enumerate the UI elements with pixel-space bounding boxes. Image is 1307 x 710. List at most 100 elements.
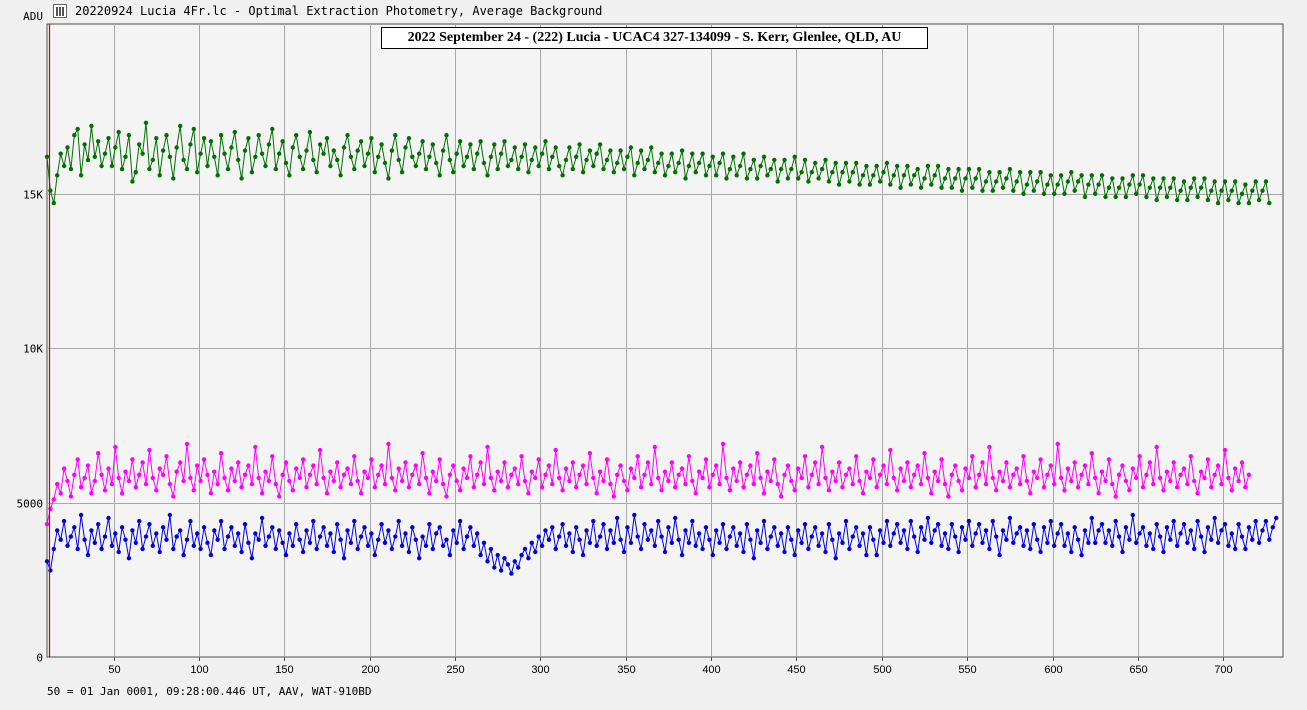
data-point — [888, 182, 893, 187]
data-point — [755, 528, 760, 533]
data-point — [283, 552, 289, 558]
data-point — [1024, 528, 1030, 533]
data-point — [516, 166, 521, 172]
x-tick-label: 50 — [108, 664, 120, 676]
data-point — [239, 485, 244, 490]
data-point — [734, 543, 739, 548]
data-point — [372, 485, 377, 490]
data-point — [826, 179, 832, 184]
data-point — [959, 525, 965, 530]
data-point — [546, 166, 552, 172]
data-point — [464, 154, 470, 159]
data-point — [1168, 185, 1173, 190]
data-point — [676, 160, 681, 166]
data-point — [625, 525, 630, 530]
data-point — [355, 478, 360, 484]
data-point — [679, 148, 685, 153]
data-point — [836, 531, 842, 536]
data-point — [768, 478, 773, 484]
data-point — [737, 531, 743, 536]
data-point — [567, 478, 572, 484]
data-point — [48, 188, 53, 193]
data-point — [1253, 518, 1258, 524]
data-point — [843, 472, 849, 477]
data-point — [1123, 194, 1129, 200]
data-point — [1048, 173, 1054, 178]
data-point — [908, 485, 913, 490]
data-point — [1093, 540, 1098, 545]
data-point — [980, 188, 985, 193]
data-point — [109, 163, 115, 169]
data-point — [529, 540, 534, 545]
data-point — [1154, 444, 1159, 450]
data-point — [1130, 173, 1136, 178]
x-tick-label: 400 — [702, 664, 720, 676]
data-point — [338, 485, 343, 490]
data-point — [116, 549, 121, 555]
data-point — [912, 472, 917, 477]
data-point — [751, 157, 756, 163]
data-point — [1192, 176, 1197, 181]
data-point — [512, 466, 517, 471]
data-point — [78, 512, 84, 518]
data-point — [376, 537, 381, 542]
data-point — [1086, 182, 1091, 187]
data-point — [188, 475, 193, 481]
data-point — [1212, 515, 1217, 521]
lightcurve-app-icon[interactable] — [53, 4, 67, 18]
data-point — [1243, 546, 1248, 552]
data-point — [826, 488, 832, 493]
x-tick-label: 600 — [1044, 664, 1062, 676]
data-point — [157, 466, 162, 471]
data-point — [775, 179, 780, 184]
data-point — [345, 133, 350, 138]
data-point — [440, 543, 446, 548]
data-point — [597, 142, 603, 147]
data-point — [181, 552, 186, 558]
data-point — [1192, 478, 1197, 484]
data-point — [341, 556, 347, 561]
data-point — [89, 528, 94, 533]
data-point — [1096, 528, 1101, 533]
data-point — [1004, 537, 1009, 542]
data-point — [208, 139, 214, 144]
data-point — [437, 457, 442, 462]
data-point — [857, 478, 862, 484]
data-point — [253, 531, 258, 536]
data-point — [492, 488, 497, 493]
data-point — [341, 145, 347, 150]
data-point — [669, 460, 674, 465]
data-point — [615, 160, 620, 166]
data-point — [113, 145, 118, 150]
data-point — [717, 481, 722, 487]
data-point — [188, 142, 193, 147]
data-point — [154, 488, 159, 493]
data-point — [113, 531, 118, 536]
data-point — [997, 170, 1002, 175]
data-point — [92, 478, 98, 484]
data-point — [806, 179, 811, 184]
data-point — [1011, 540, 1016, 545]
data-point — [1007, 515, 1013, 521]
data-point — [119, 491, 125, 496]
data-point — [1072, 525, 1077, 530]
data-point — [1205, 457, 1211, 462]
data-point — [396, 518, 401, 524]
data-point — [840, 540, 845, 545]
data-point — [201, 525, 207, 530]
data-point — [1161, 176, 1166, 181]
data-point — [126, 556, 132, 561]
data-point — [1045, 472, 1050, 477]
x-tick-label: 500 — [873, 664, 891, 676]
data-point — [1021, 543, 1026, 548]
data-point — [389, 475, 395, 481]
data-point — [1147, 460, 1153, 465]
data-point — [1028, 170, 1033, 175]
data-point — [604, 546, 610, 552]
data-point — [205, 540, 210, 545]
data-point — [563, 466, 569, 471]
data-point — [300, 549, 306, 555]
data-point — [1202, 176, 1207, 181]
data-point — [147, 522, 152, 527]
data-point — [331, 549, 336, 555]
